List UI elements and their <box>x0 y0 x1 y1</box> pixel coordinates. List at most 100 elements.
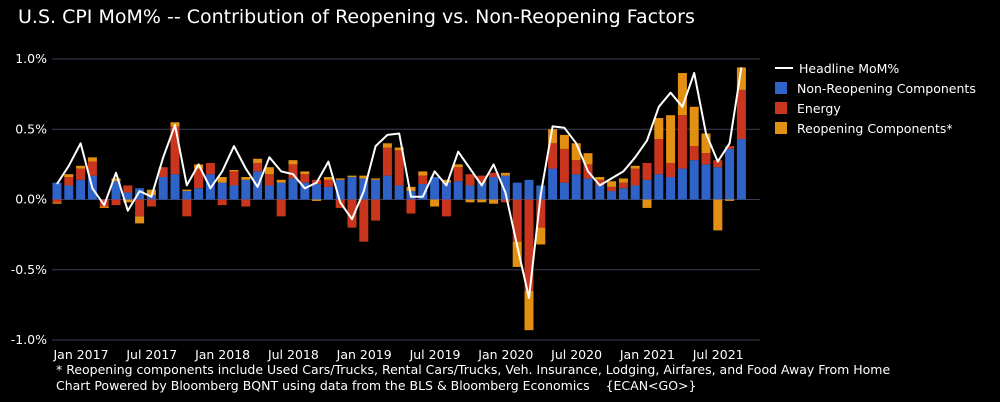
bar-energy <box>158 167 168 178</box>
bar-reopening-components <box>335 178 345 180</box>
bar-energy <box>571 160 581 175</box>
bar-energy <box>512 199 522 242</box>
bar-energy <box>642 162 652 180</box>
bar-reopening-components <box>559 134 569 149</box>
legend-swatch <box>775 102 787 114</box>
bar-reopening-components <box>288 160 298 165</box>
bar-energy <box>146 199 156 207</box>
bar-energy <box>241 199 251 207</box>
legend-item-reopening[interactable]: Reopening Components* <box>775 118 976 138</box>
bar-non-reopening-components <box>418 184 428 200</box>
bar-energy <box>347 199 357 228</box>
bar-reopening-components <box>689 106 699 147</box>
bar-reopening-components <box>701 133 711 154</box>
bar-reopening-components <box>359 175 369 179</box>
bar-non-reopening-components <box>158 177 168 200</box>
bar-energy <box>736 89 746 140</box>
bar-energy <box>359 199 369 242</box>
bar-non-reopening-components <box>241 179 251 200</box>
bar-energy <box>677 115 687 169</box>
footnote: * Reopening components include Used Cars… <box>56 362 890 394</box>
bar-reopening-components <box>571 143 581 161</box>
bar-energy <box>654 139 664 175</box>
bar-reopening-components <box>441 179 451 183</box>
bar-reopening-components <box>500 172 510 176</box>
x-tick-label: Jan 2018 <box>194 347 250 362</box>
bar-non-reopening-components <box>441 182 451 200</box>
x-tick-label: Jan 2021 <box>619 347 675 362</box>
x-tick-label: Jul 2018 <box>267 347 319 362</box>
bar-energy <box>666 162 676 178</box>
bar-energy <box>300 174 310 183</box>
bar-non-reopening-components <box>229 185 239 200</box>
bar-reopening-components <box>394 147 404 151</box>
bar-non-reopening-components <box>430 177 440 200</box>
bar-non-reopening-components <box>725 148 735 200</box>
bar-reopening-components <box>595 177 605 180</box>
x-tick-label: Jul 2021 <box>692 347 744 362</box>
bar-energy <box>52 199 62 203</box>
bar-non-reopening-components <box>217 182 227 200</box>
bar-reopening-components <box>99 206 109 208</box>
bar-reopening-components <box>736 67 746 90</box>
bar-reopening-components <box>123 199 133 203</box>
bar-reopening-components <box>465 199 475 203</box>
bar-non-reopening-components <box>654 174 664 200</box>
x-tick-label: Jan 2020 <box>477 347 533 362</box>
bar-reopening-components <box>524 290 534 331</box>
bar-non-reopening-components <box>52 182 62 200</box>
x-axis: Jan 2017 Jul 2017 Jan 2018 Jul 2018 Jan 2019… <box>52 347 743 362</box>
bar-energy <box>713 160 723 168</box>
bar-non-reopening-components <box>64 185 74 200</box>
legend-item-energy[interactable]: Energy <box>775 98 976 118</box>
bar-energy <box>477 175 487 183</box>
bar-reopening-components <box>382 143 392 148</box>
bar-non-reopening-components <box>276 182 286 200</box>
bar-non-reopening-components <box>123 192 133 200</box>
bar-reopening-components <box>253 158 263 163</box>
legend-item-headline[interactable]: Headline MoM% <box>775 58 976 78</box>
bar-energy <box>536 199 546 228</box>
bar-non-reopening-components <box>76 179 86 200</box>
bar-energy <box>264 174 274 186</box>
bar-non-reopening-components <box>323 186 333 200</box>
bar-reopening-components <box>300 171 310 175</box>
bar-non-reopening-components <box>677 168 687 200</box>
bar-energy <box>595 179 605 186</box>
legend-label: Non-Reopening Components <box>797 80 976 96</box>
bar-non-reopening-components <box>465 185 475 200</box>
bar-energy <box>288 164 298 179</box>
bar-energy <box>253 162 263 172</box>
legend-line-swatch <box>775 67 793 69</box>
legend-label: Energy <box>797 100 841 116</box>
bar-energy <box>406 199 416 214</box>
legend-item-non-reopening[interactable]: Non-Reopening Components <box>775 78 976 98</box>
legend-label: Reopening Components* <box>797 120 953 136</box>
bar-non-reopening-components <box>300 182 310 200</box>
bar-reopening-components <box>52 202 62 204</box>
y-tick-label: 1.0% <box>15 51 47 66</box>
bar-reopening-components <box>630 165 640 169</box>
bar-non-reopening-components <box>713 167 723 200</box>
bar-reopening-components <box>536 227 546 245</box>
bar-non-reopening-components <box>170 174 180 200</box>
bar-energy <box>382 147 392 176</box>
bar-reopening-components <box>430 199 440 207</box>
bar-non-reopening-components <box>453 181 463 200</box>
bar-reopening-components <box>666 115 676 163</box>
bar-non-reopening-components <box>548 168 558 200</box>
bar-energy <box>205 162 215 175</box>
bar-energy <box>123 185 133 193</box>
bar-energy <box>64 177 74 186</box>
bar-non-reopening-components <box>512 182 522 200</box>
bar-reopening-components <box>264 167 274 175</box>
headline-mom-line <box>56 67 743 299</box>
bar-non-reopening-components <box>264 185 274 200</box>
bar-reopening-components <box>489 199 499 204</box>
bar-energy <box>489 172 499 178</box>
legend-label: Headline MoM% <box>799 60 900 76</box>
chart-legend: Headline MoM% Non-Reopening Components E… <box>775 58 976 138</box>
bar-reopening-components <box>654 118 664 140</box>
bar-non-reopening-components <box>194 188 204 200</box>
bar-energy <box>524 199 534 291</box>
